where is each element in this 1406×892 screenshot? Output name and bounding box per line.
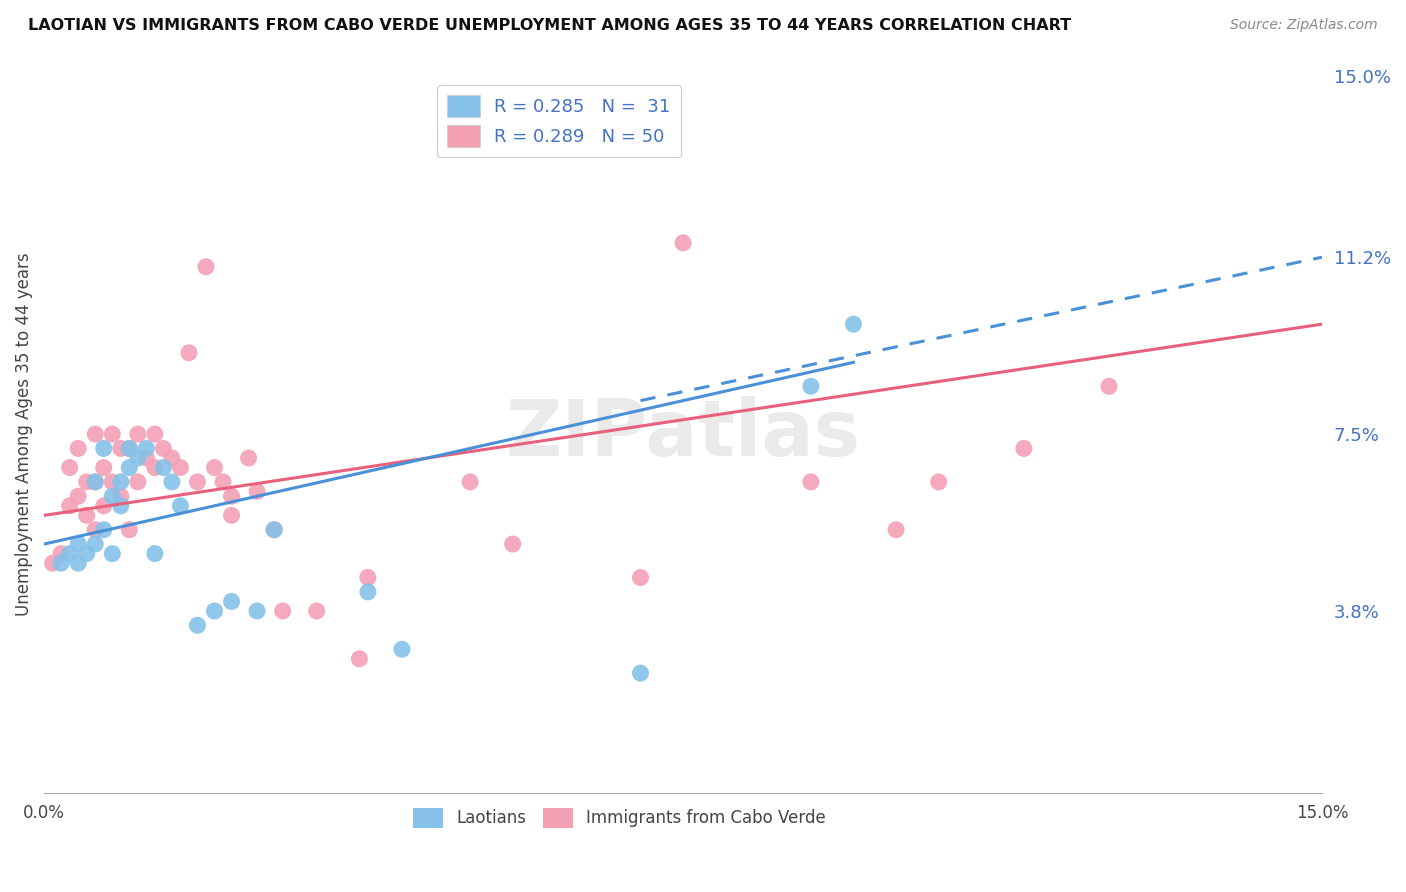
Point: [186, 618, 208, 632]
Point: [93, 523, 115, 537]
Point: [84, 523, 107, 537]
Text: Source: ZipAtlas.com: Source: ZipAtlas.com: [1230, 18, 1378, 32]
Point: [67, 537, 90, 551]
Point: [76, 475, 98, 489]
Point: [928, 475, 950, 489]
Point: [458, 475, 481, 489]
Point: [177, 346, 200, 360]
Point: [169, 460, 191, 475]
Point: [110, 442, 132, 456]
Point: [349, 652, 371, 666]
Point: [110, 499, 132, 513]
Point: [84, 475, 107, 489]
Point: [59, 547, 82, 561]
Point: [263, 523, 285, 537]
Point: [67, 489, 90, 503]
Point: [169, 499, 191, 513]
Point: [67, 442, 90, 456]
Point: [101, 475, 124, 489]
Point: [76, 547, 98, 561]
Point: [101, 489, 124, 503]
Point: [204, 460, 226, 475]
Point: [271, 604, 294, 618]
Point: [93, 499, 115, 513]
Point: [76, 508, 98, 523]
Point: [357, 585, 380, 599]
Point: [800, 379, 823, 393]
Point: [41, 556, 63, 570]
Point: [127, 427, 149, 442]
Point: [884, 523, 907, 537]
Point: [246, 484, 269, 499]
Point: [93, 442, 115, 456]
Point: [800, 475, 823, 489]
Point: [135, 450, 157, 465]
Point: [357, 570, 380, 584]
Point: [101, 427, 124, 442]
Point: [143, 460, 166, 475]
Point: [1098, 379, 1121, 393]
Point: [391, 642, 413, 657]
Point: [127, 450, 149, 465]
Point: [246, 604, 269, 618]
Point: [143, 427, 166, 442]
Point: [221, 508, 243, 523]
Point: [238, 450, 260, 465]
Point: [59, 460, 82, 475]
Point: [195, 260, 218, 274]
Point: [101, 547, 124, 561]
Point: [49, 556, 72, 570]
Point: [221, 594, 243, 608]
Point: [135, 442, 157, 456]
Point: [127, 475, 149, 489]
Text: ZIPatlas: ZIPatlas: [506, 396, 860, 472]
Point: [84, 427, 107, 442]
Point: [263, 523, 285, 537]
Point: [160, 450, 183, 465]
Point: [204, 604, 226, 618]
Point: [152, 442, 174, 456]
Point: [110, 475, 132, 489]
Y-axis label: Unemployment Among Ages 35 to 44 years: Unemployment Among Ages 35 to 44 years: [15, 252, 32, 615]
Legend: Laotians, Immigrants from Cabo Verde: Laotians, Immigrants from Cabo Verde: [406, 801, 832, 835]
Point: [1012, 442, 1035, 456]
Point: [59, 499, 82, 513]
Point: [118, 442, 141, 456]
Point: [118, 442, 141, 456]
Point: [84, 537, 107, 551]
Point: [84, 475, 107, 489]
Point: [118, 523, 141, 537]
Point: [630, 570, 652, 584]
Point: [221, 489, 243, 503]
Point: [630, 666, 652, 681]
Point: [305, 604, 328, 618]
Point: [502, 537, 524, 551]
Point: [672, 235, 695, 250]
Text: LAOTIAN VS IMMIGRANTS FROM CABO VERDE UNEMPLOYMENT AMONG AGES 35 TO 44 YEARS COR: LAOTIAN VS IMMIGRANTS FROM CABO VERDE UN…: [28, 18, 1071, 33]
Point: [118, 460, 141, 475]
Point: [143, 547, 166, 561]
Point: [186, 475, 208, 489]
Point: [49, 547, 72, 561]
Point: [152, 460, 174, 475]
Point: [110, 489, 132, 503]
Point: [93, 460, 115, 475]
Point: [842, 317, 865, 331]
Point: [67, 556, 90, 570]
Point: [212, 475, 235, 489]
Point: [160, 475, 183, 489]
